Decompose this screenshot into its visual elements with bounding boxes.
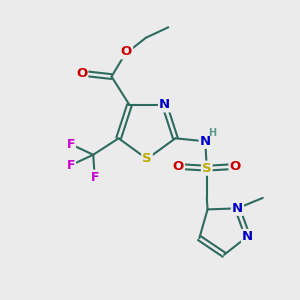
- Text: N: N: [200, 135, 211, 148]
- Text: F: F: [67, 159, 75, 172]
- Text: O: O: [76, 67, 87, 80]
- Text: N: N: [232, 202, 243, 215]
- Text: O: O: [173, 160, 184, 173]
- Text: S: S: [202, 162, 211, 175]
- Text: O: O: [230, 160, 241, 173]
- Text: S: S: [142, 152, 152, 166]
- Text: N: N: [242, 230, 253, 243]
- Text: F: F: [91, 171, 99, 184]
- Text: O: O: [121, 45, 132, 58]
- Text: F: F: [67, 138, 75, 151]
- Text: H: H: [208, 128, 216, 138]
- Text: N: N: [159, 98, 170, 111]
